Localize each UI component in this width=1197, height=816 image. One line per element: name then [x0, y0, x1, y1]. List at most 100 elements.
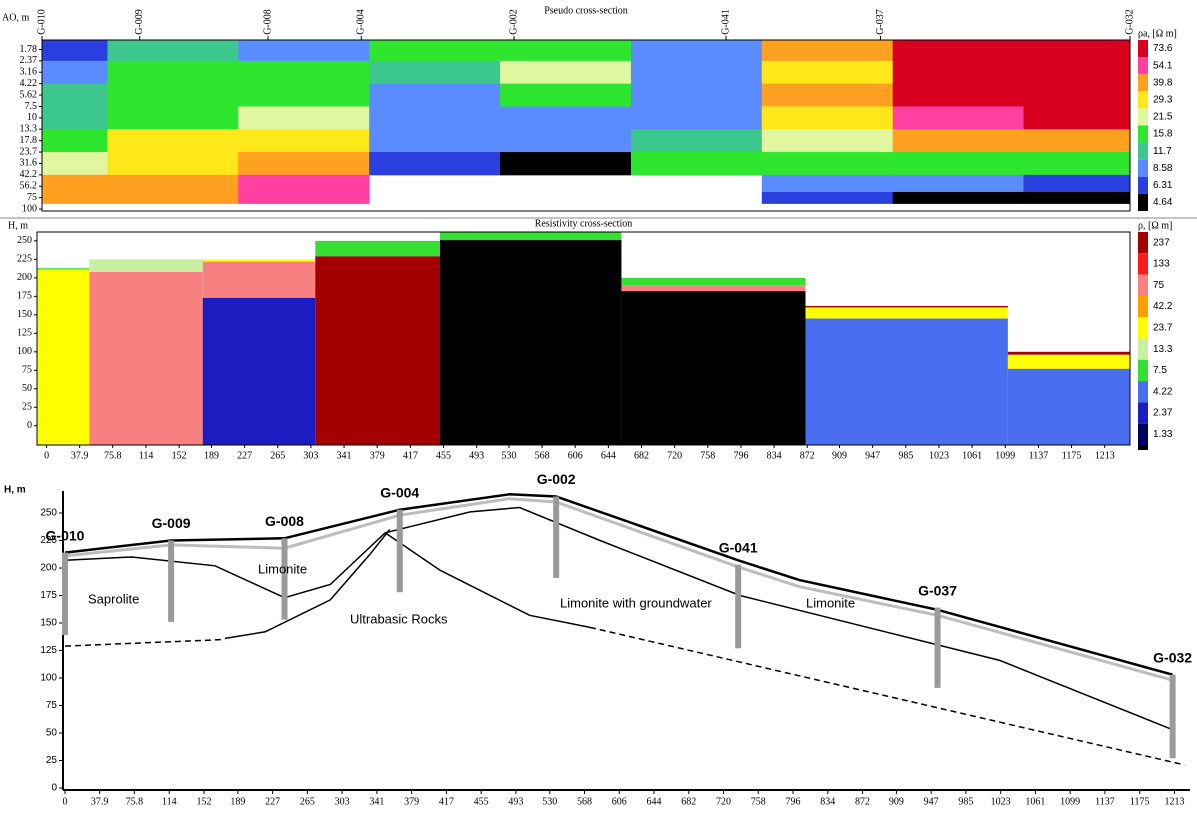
resistivity-cell [630, 60, 763, 85]
resistivity-cell [630, 83, 763, 107]
colorbar-swatch [1138, 445, 1148, 450]
y-tick-label: 125 [40, 645, 57, 656]
geology-line [64, 493, 1173, 676]
x-tick-label: 872 [800, 450, 815, 461]
resistivity-cell [630, 106, 763, 130]
annotation: Limonite with groundwater [560, 595, 712, 610]
y-tick-label: 2.37 [20, 55, 38, 66]
x-tick-label: 493 [508, 796, 523, 807]
colorbar-swatch [1138, 381, 1148, 403]
colorbar-title: ρa, [Ω m] [1138, 28, 1177, 39]
x-tick-label: 0 [63, 796, 68, 807]
well-label: G-004 [380, 484, 419, 500]
y-tick-label: 25 [46, 755, 58, 766]
y-tick-label: 175 [40, 590, 57, 601]
resistivity-cell [1023, 60, 1131, 85]
x-tick-label: 1061 [1025, 796, 1045, 807]
x-tick-label: 341 [369, 796, 384, 807]
geology-line [224, 529, 391, 640]
geology-line [589, 626, 1185, 766]
annotation: Limonite [258, 561, 307, 576]
x-tick-label: 758 [700, 450, 715, 461]
resistivity-cell [369, 129, 501, 153]
resistivity-cell [892, 174, 1025, 193]
geology-line [384, 506, 1173, 731]
layer [440, 240, 622, 445]
x-tick-label: 682 [681, 796, 696, 807]
layer [1007, 368, 1130, 445]
layer [89, 259, 203, 272]
resistivity-cell [630, 40, 763, 62]
layer [89, 271, 203, 445]
layer [805, 307, 1008, 319]
resistivity-cell [500, 106, 632, 130]
x-tick-label: 947 [924, 796, 939, 807]
x-tick-label: 1023 [991, 796, 1011, 807]
annotation: Saprolite [88, 591, 139, 606]
y-tick-label: 50 [22, 383, 32, 394]
colorbar-swatch [1138, 193, 1148, 211]
resistivity-cell [892, 60, 1025, 85]
colorbar-label: 13.3 [1153, 344, 1173, 355]
annotation: Ultrabasic Rocks [350, 611, 448, 626]
y-axis-label: AO, m [2, 12, 29, 23]
resistivity-cell [630, 129, 763, 153]
colorbar-title: ρ, [Ω m] [1138, 220, 1172, 231]
resistivity-cell [1023, 191, 1131, 204]
station-label: G-041 [720, 9, 731, 35]
y-tick-label: 75 [27, 192, 37, 203]
y-tick-label: 17.8 [20, 135, 38, 146]
y-tick-label: 0 [51, 783, 57, 794]
x-tick-label: 114 [162, 796, 177, 807]
x-tick-label: 796 [733, 450, 748, 461]
resistivity-cell [892, 83, 1025, 107]
colorbar-swatch [1138, 91, 1148, 109]
colorbar-label: 4.64 [1153, 197, 1173, 208]
x-tick-label: 1175 [1130, 796, 1150, 807]
station-label: G-004 [356, 9, 367, 35]
x-tick-label: 1175 [1062, 450, 1082, 461]
layer [37, 269, 90, 445]
layer [202, 261, 316, 298]
resistivity-cell [107, 191, 239, 204]
y-tick-label: 5.62 [20, 89, 38, 100]
station-label: G-009 [134, 9, 145, 35]
x-tick-label: 834 [820, 796, 835, 807]
x-tick-label: 37.9 [71, 450, 89, 461]
resistivity-cell [238, 152, 370, 176]
colorbar-label: 133 [1153, 259, 1170, 270]
geology-line [384, 532, 591, 629]
resistivity-cell [1023, 40, 1131, 62]
colorbar-swatch [1138, 40, 1148, 58]
resistivity-cell [42, 191, 108, 204]
resistivity-cell [892, 129, 1025, 153]
resistivity-cell [761, 40, 894, 62]
resistivity-cell [500, 40, 632, 62]
resistivity-cell [238, 191, 370, 204]
x-tick-label: 909 [832, 450, 847, 461]
y-tick-label: 225 [40, 535, 57, 546]
colorbar-swatch [1138, 176, 1148, 194]
x-tick-label: 568 [535, 450, 550, 461]
y-tick-label: 10 [27, 112, 37, 123]
y-tick-label: 100 [40, 673, 57, 684]
x-tick-label: 152 [197, 796, 212, 807]
resistivity-cell [107, 83, 239, 107]
y-tick-label: 7.5 [25, 101, 38, 112]
resistivity-cell [107, 60, 239, 85]
x-tick-label: 1023 [929, 450, 949, 461]
resistivity-cell [42, 152, 108, 176]
layer [202, 259, 316, 262]
resistivity-cell [1023, 152, 1131, 176]
x-tick-label: 1137 [1029, 450, 1049, 461]
layer [1007, 351, 1130, 355]
resistivity-cell [42, 106, 108, 130]
x-tick-label: 985 [898, 450, 913, 461]
x-tick-label: 37.9 [91, 796, 109, 807]
x-tick-label: 152 [172, 450, 187, 461]
colorbar-swatch [1138, 74, 1148, 92]
well-label: G-032 [1153, 649, 1192, 665]
resistivity-cell [107, 152, 239, 176]
colorbar-swatch [1138, 423, 1148, 445]
